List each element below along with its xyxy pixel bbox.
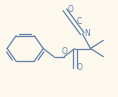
Text: O: O: [77, 63, 83, 72]
Text: O: O: [61, 47, 67, 56]
Text: N: N: [85, 29, 90, 38]
Text: O: O: [67, 5, 73, 14]
Text: C: C: [76, 17, 81, 26]
